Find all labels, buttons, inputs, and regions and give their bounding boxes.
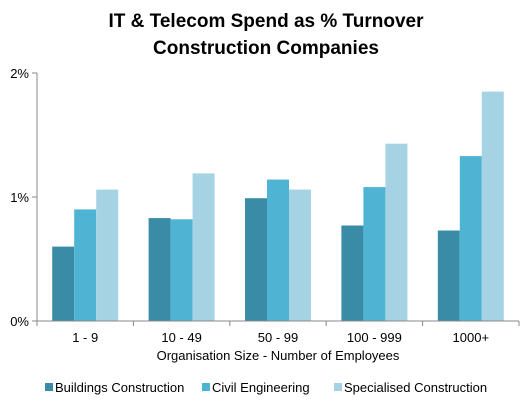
bar-2-2 [170,219,193,321]
legend-swatch-2 [202,383,210,391]
bar-3-3 [289,189,311,321]
bar-3-1 [96,189,119,321]
bar-1-2 [148,218,171,321]
bar-3-5 [481,91,504,321]
bar-3-2 [192,173,215,321]
bar-2-3 [267,179,289,321]
x-tick-label: 100 - 999 [347,330,402,345]
bar-3-4 [385,143,408,321]
x-axis-label: Organisation Size - Number of Employees [157,348,400,363]
x-tick-label: 1000+ [453,330,490,345]
x-tick-label: 10 - 49 [161,330,201,345]
bar-2-4 [363,187,386,321]
legend-label-1: Buildings Construction [55,380,184,395]
bar-1-4 [341,225,364,321]
bar-2-5 [459,156,482,321]
bar-1-3 [245,198,267,321]
bar-2-1 [74,209,97,321]
x-tick-label: 50 - 99 [258,330,298,345]
bar-1-5 [437,230,460,321]
chart-title-line-1: IT & Telecom Spend as % Turnover [109,11,425,32]
chart-title-line-2: Construction Companies [153,38,379,59]
legend: Buildings Construction Civil Engineering S… [45,380,487,395]
y-tick-label: 1% [10,190,29,205]
legend-swatch-1 [45,383,53,391]
bar-1-1 [52,246,75,321]
plot-area: 0% 1% 2% 1 - 9 10 - 49 50 - 99 100 - 999 1000+ [10,66,520,345]
legend-label-3: Specialised Construction [344,380,487,395]
legend-label-2: Civil Engineering [212,380,310,395]
y-tick-label: 2% [10,66,29,81]
y-tick-label: 0% [10,314,29,329]
legend-swatch-3 [334,383,342,391]
x-tick-label: 1 - 9 [72,330,98,345]
